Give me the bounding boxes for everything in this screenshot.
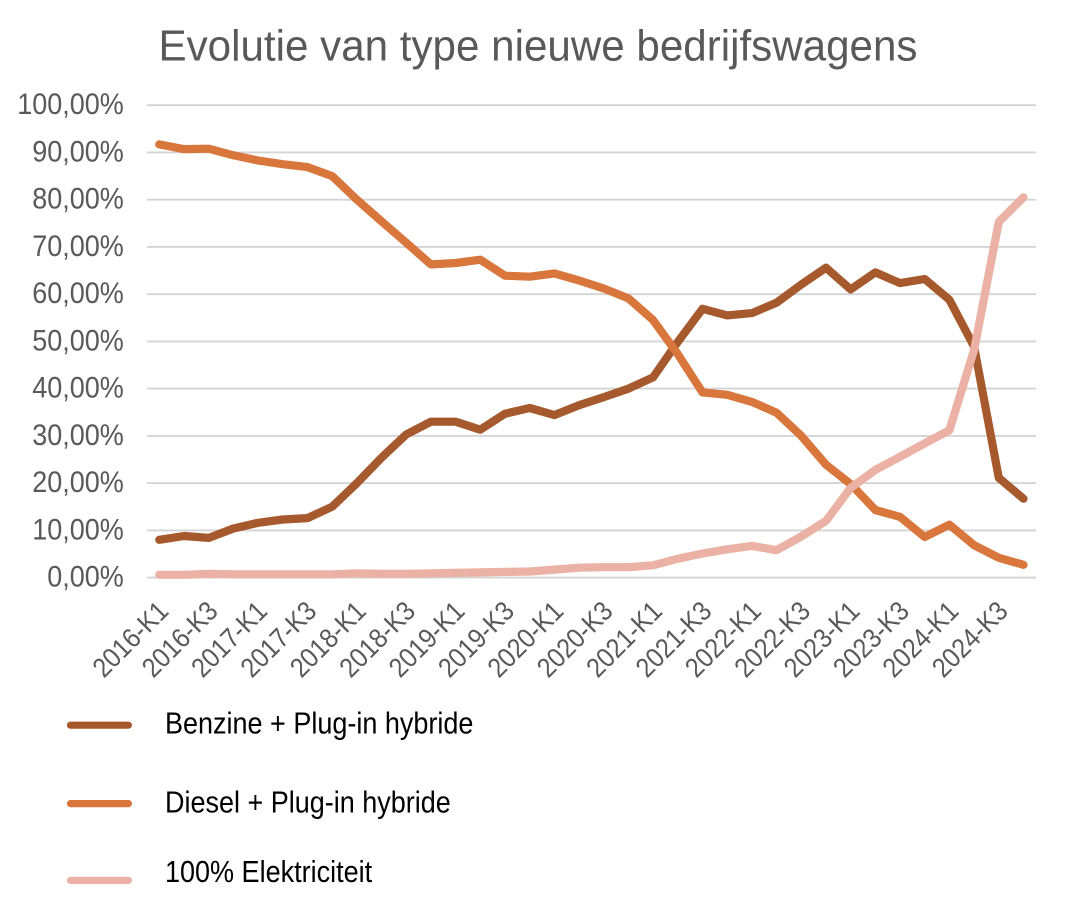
svg-text:Diesel + Plug-in hybride: Diesel + Plug-in hybride <box>165 786 451 820</box>
svg-text:70,00%: 70,00% <box>32 230 124 263</box>
svg-text:20,00%: 20,00% <box>32 466 124 499</box>
svg-text:50,00%: 50,00% <box>32 324 124 357</box>
svg-text:Benzine + Plug-in hybride: Benzine + Plug-in hybride <box>165 706 473 740</box>
svg-text:90,00%: 90,00% <box>32 135 124 168</box>
svg-text:Evolutie van type nieuwe bedri: Evolutie van type nieuwe bedrijfswagens <box>159 22 918 71</box>
svg-text:80,00%: 80,00% <box>32 183 124 216</box>
svg-text:30,00%: 30,00% <box>32 419 124 452</box>
svg-text:0,00%: 0,00% <box>47 561 124 594</box>
svg-text:10,00%: 10,00% <box>32 513 124 546</box>
svg-text:60,00%: 60,00% <box>32 277 124 310</box>
svg-text:100,00%: 100,00% <box>17 88 124 121</box>
svg-text:100% Elektriciteit: 100% Elektriciteit <box>165 855 373 889</box>
svg-text:40,00%: 40,00% <box>32 372 124 405</box>
